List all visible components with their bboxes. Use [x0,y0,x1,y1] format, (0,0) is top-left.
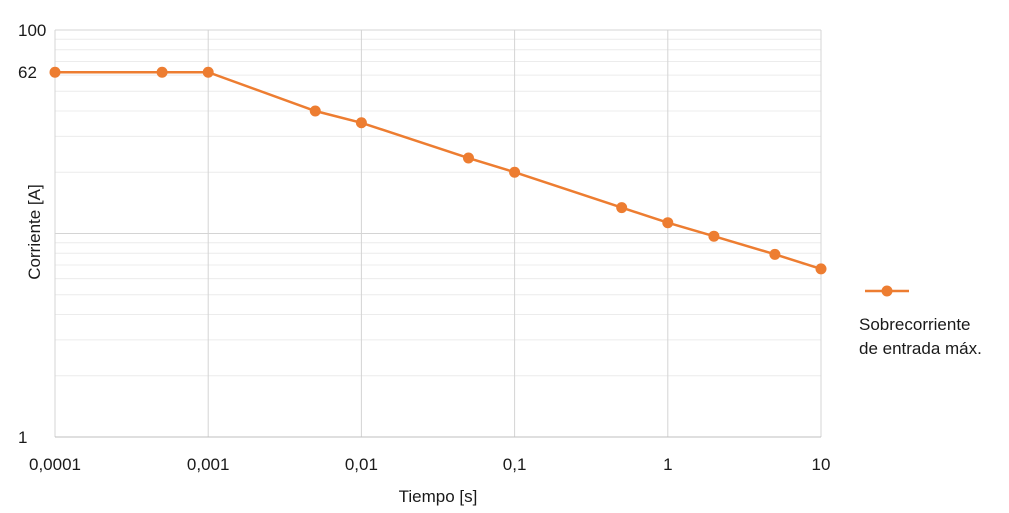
data-point [462,152,474,164]
data-point [815,263,827,275]
data-point [49,66,61,78]
y-tick-label: 1 [18,428,27,447]
x-tick-label: 0,1 [503,455,527,474]
x-tick-label: 0,01 [345,455,378,474]
data-point [509,166,521,178]
y-tick-label: 100 [18,21,46,40]
legend: Sobrecorriente de entrada máx. [859,285,982,358]
data-point [616,202,628,214]
data-point [708,230,720,242]
legend-label-line-1: Sobrecorriente [859,315,971,334]
tick-labels: 0,0001 0,001 0,01 0,1 1 10 1 62 100 [18,21,830,474]
x-tick-label: 1 [663,455,672,474]
x-tick-label: 10 [812,455,831,474]
x-tick-label: 0,0001 [29,455,81,474]
x-tick-label: 0,001 [187,455,230,474]
y-tick-label: 62 [18,63,37,82]
data-point [156,66,168,78]
series-line [55,70,822,271]
x-axis-title: Tiempo [s] [399,487,478,506]
data-point [202,66,214,78]
data-point [662,217,674,229]
grid-lines [54,29,822,438]
data-point [309,105,321,117]
data-point [769,248,781,260]
legend-marker-swatch [881,285,893,297]
series-layer [49,66,827,275]
legend-label-line-2: de entrada máx. [859,339,982,358]
data-point [355,117,367,129]
y-axis-title: Corriente [A] [25,184,44,279]
